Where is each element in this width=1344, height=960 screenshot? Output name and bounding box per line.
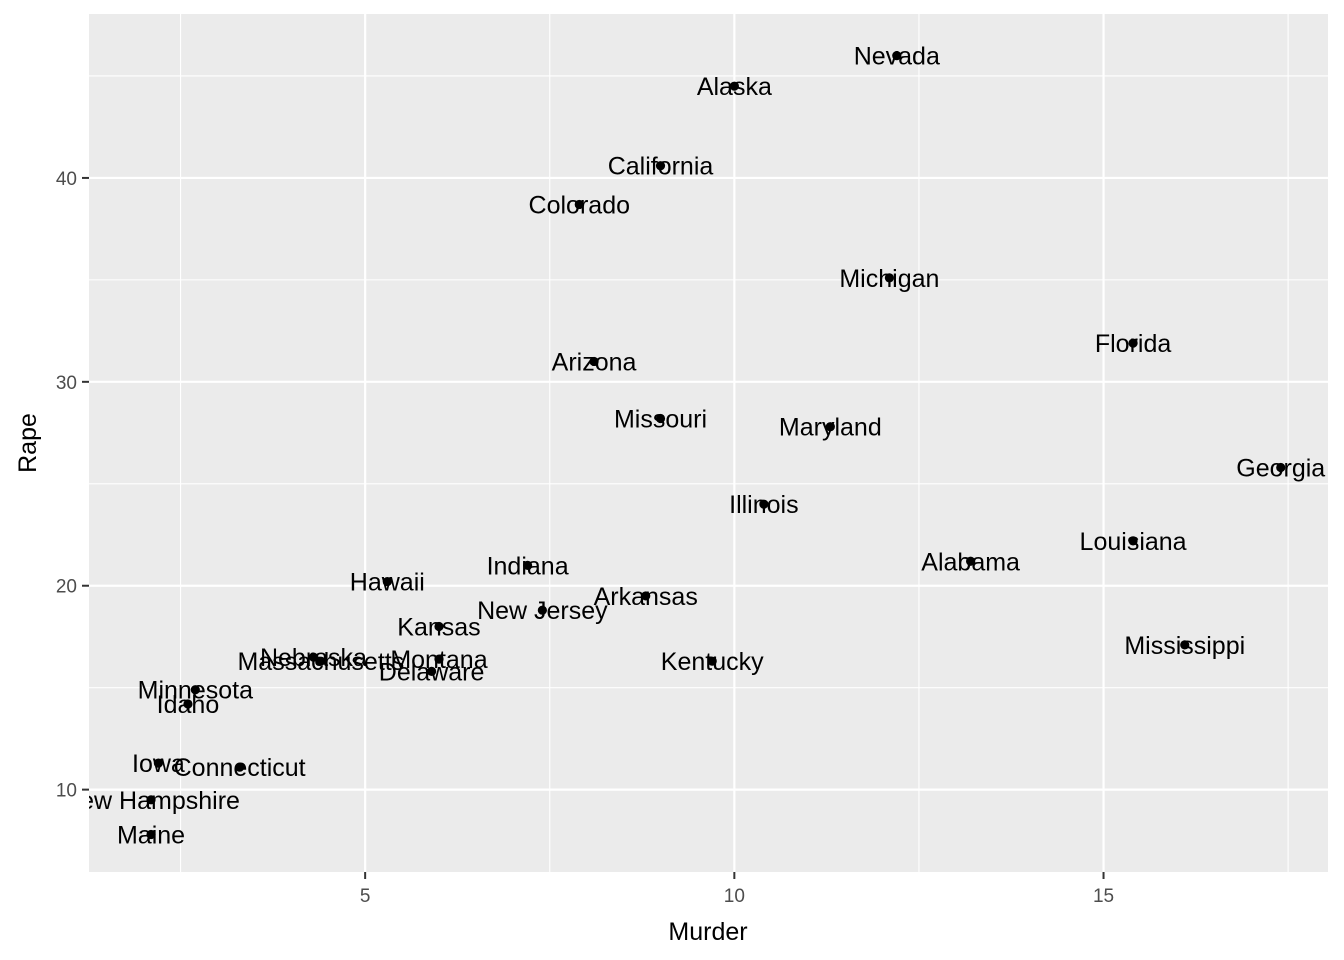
major-gridlines <box>89 14 1328 872</box>
data-point <box>892 50 902 61</box>
data-point <box>759 499 769 509</box>
point-label: Kentucky <box>661 648 764 676</box>
point-label: Michigan <box>839 265 939 293</box>
data-point <box>522 560 533 570</box>
data-point <box>316 656 326 666</box>
data-point <box>707 656 717 666</box>
point-label: Illinois <box>729 491 798 519</box>
point-label: Nevada <box>854 43 940 71</box>
minor-gridlines <box>89 14 1328 872</box>
data-point <box>1128 536 1138 546</box>
data-point <box>146 829 156 840</box>
point-label: Florida <box>1095 330 1172 358</box>
data-point <box>235 762 245 772</box>
point-label: Nebraska <box>260 644 367 672</box>
point-label: Minnesota <box>138 677 253 705</box>
data-point <box>655 413 666 424</box>
point-label: Iowa <box>132 750 185 778</box>
x-tick-label: 10 <box>724 886 745 907</box>
data-point <box>1180 640 1190 650</box>
data-point <box>153 758 164 768</box>
y-tick-label: 40 <box>56 169 77 190</box>
point-labels: Alabama Alaska Arizona Arkansas California Co… <box>62 43 1325 850</box>
x-axis-title: Murder <box>668 918 747 946</box>
x-axis: 5 10 15 <box>360 872 1114 907</box>
data-point <box>729 81 739 91</box>
data-point <box>434 621 444 632</box>
y-tick-label: 10 <box>56 781 77 802</box>
point-label: New Hampshire <box>62 787 240 815</box>
point-label: Delaware <box>379 658 485 686</box>
data-point <box>589 356 599 367</box>
point-label: New Jersey <box>477 597 608 625</box>
point-label: California <box>608 153 714 181</box>
data-point <box>308 652 319 662</box>
point-label: Massachusetts <box>237 648 404 676</box>
y-axis: 10 20 30 40 <box>56 169 89 802</box>
data-points <box>146 50 1286 840</box>
y-tick-label: 30 <box>56 373 77 394</box>
point-label: Indiana <box>487 552 569 580</box>
data-point <box>574 199 584 210</box>
point-label: Mississippi <box>1124 632 1245 660</box>
y-axis-title: Rape <box>14 413 42 473</box>
x-tick-label: 5 <box>360 886 371 907</box>
point-label: Alabama <box>921 548 1020 576</box>
point-label: Colorado <box>529 191 630 219</box>
point-label: Missouri <box>614 406 707 434</box>
data-point <box>966 556 976 566</box>
point-label: Arkansas <box>594 583 698 611</box>
data-point <box>1276 462 1286 473</box>
data-point <box>655 161 666 171</box>
data-point <box>825 422 835 432</box>
point-label: Hawaii <box>350 569 425 597</box>
data-point <box>537 605 547 615</box>
point-label: Louisiana <box>1080 528 1187 556</box>
point-label: Montana <box>390 646 487 674</box>
point-label: Maine <box>117 821 185 849</box>
data-point <box>434 654 444 664</box>
data-point <box>382 577 392 587</box>
data-point <box>427 666 437 676</box>
data-point <box>183 699 193 709</box>
data-point <box>884 273 895 283</box>
point-label: Connecticut <box>174 754 306 782</box>
point-label: Maryland <box>779 414 882 442</box>
y-tick-label: 20 <box>56 577 77 598</box>
x-tick-label: 15 <box>1093 886 1114 907</box>
data-point <box>1128 338 1138 348</box>
plot-panel <box>89 14 1328 872</box>
data-point <box>146 795 156 805</box>
point-label: Alaska <box>697 73 772 101</box>
point-label: Georgia <box>1236 454 1325 482</box>
data-point <box>641 591 651 601</box>
point-label: Kansas <box>397 614 480 642</box>
point-label: Arizona <box>552 348 637 376</box>
data-point <box>190 685 200 695</box>
point-label: Idaho <box>157 691 220 719</box>
